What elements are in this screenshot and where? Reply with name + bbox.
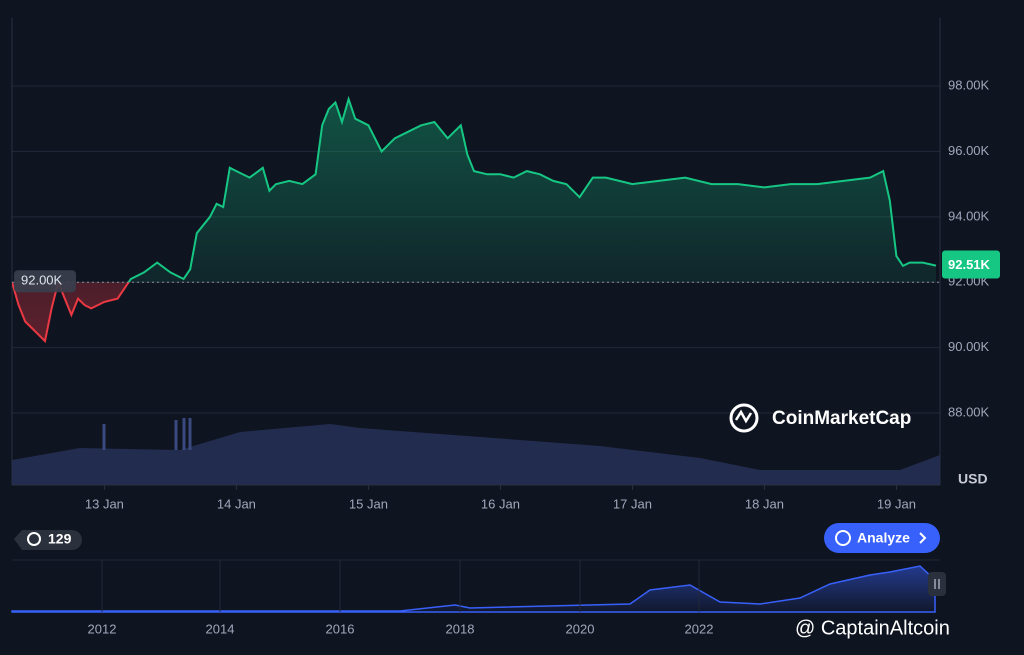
plot	[12, 95, 940, 344]
area-up	[12, 99, 936, 283]
y-tick-label: 90.00K	[948, 339, 990, 354]
x-tick-label: 15 Jan	[349, 496, 388, 511]
navigator-year: 2012	[88, 621, 117, 636]
x-tick-label: 18 Jan	[745, 496, 784, 511]
brand-logo	[729, 403, 759, 433]
navigator-year: 2014	[206, 621, 235, 636]
navigator	[11, 559, 946, 613]
brand-name: CoinMarketCap	[772, 408, 911, 429]
analyze-button[interactable]	[824, 523, 940, 553]
x-tick-label: 19 Jan	[877, 496, 916, 511]
x-tick-label: 13 Jan	[85, 496, 124, 511]
price-line-down	[12, 282, 130, 344]
current-price-tag	[942, 250, 1000, 279]
analyze-chevron	[919, 532, 927, 544]
area-down	[12, 282, 936, 342]
analyze-icon	[835, 530, 851, 546]
volume-bars	[12, 424, 940, 485]
history-count[interactable]: 129	[48, 531, 72, 547]
y-tick-label: 88.00K	[948, 404, 990, 419]
history-icon	[27, 532, 41, 546]
navigator-year: 2018	[446, 621, 475, 636]
baseline-tag	[14, 270, 76, 293]
watermark: @ CaptainAltcoin	[795, 617, 950, 639]
price-line-up	[12, 95, 937, 283]
navigator-year: 2020	[566, 621, 595, 636]
y-tick-label: 98.00K	[948, 77, 990, 92]
y-tick-label: 94.00K	[948, 208, 990, 223]
y-tick-label: 96.00K	[948, 143, 990, 158]
baseline-label: 92.00K	[21, 273, 63, 288]
analyze-label[interactable]: Analyze	[857, 530, 910, 546]
navigator-year: 2016	[326, 621, 355, 636]
x-tick-label: 16 Jan	[481, 496, 520, 511]
x-tick-label: 17 Jan	[613, 496, 652, 511]
current-price-label: 92.51K	[948, 257, 991, 272]
volume-spikes	[102, 418, 192, 450]
navigator-year: 2022	[685, 621, 714, 636]
x-tick-label: 14 Jan	[217, 496, 256, 511]
y-unit: USD	[958, 471, 988, 487]
